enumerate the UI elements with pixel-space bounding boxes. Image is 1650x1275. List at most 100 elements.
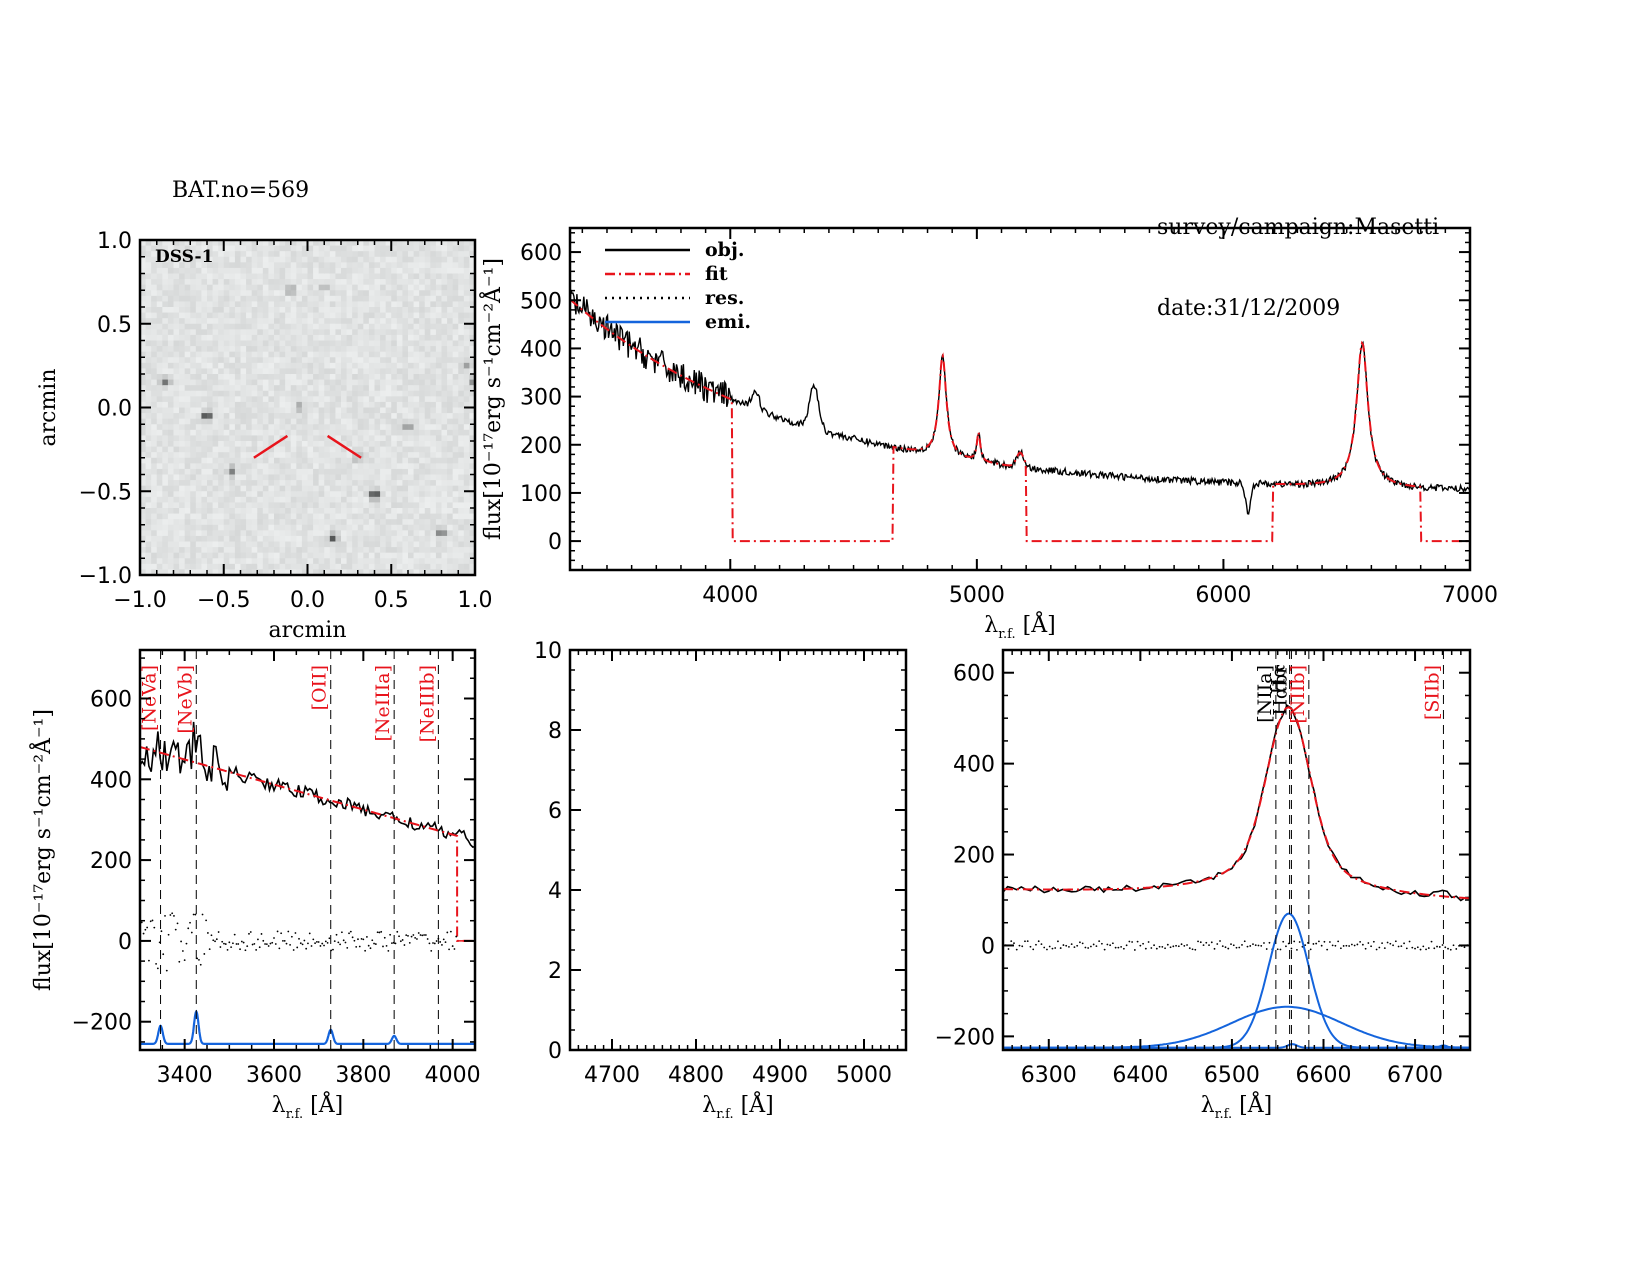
image-pixel bbox=[151, 240, 158, 247]
residual-point bbox=[371, 939, 374, 942]
image-pixel bbox=[229, 290, 236, 297]
image-pixel bbox=[313, 318, 320, 325]
image-pixel bbox=[145, 563, 152, 571]
image-pixel bbox=[279, 284, 286, 291]
image-pixel bbox=[279, 530, 286, 537]
residual-point bbox=[346, 947, 349, 949]
image-pixel bbox=[313, 301, 320, 308]
image-pixel bbox=[307, 312, 314, 319]
image-pixel bbox=[218, 312, 225, 319]
image-pixel bbox=[419, 435, 426, 442]
image-pixel bbox=[435, 563, 443, 571]
image-pixel bbox=[458, 374, 465, 381]
image-pixel bbox=[184, 251, 191, 258]
image-pixel bbox=[290, 379, 297, 386]
image-pixel bbox=[201, 552, 208, 559]
image-pixel bbox=[318, 396, 325, 403]
image-pixel bbox=[140, 318, 147, 325]
image-pixel bbox=[424, 407, 431, 414]
image-pixel bbox=[285, 446, 292, 453]
residual-point bbox=[228, 941, 231, 944]
residual-point bbox=[1224, 946, 1227, 949]
y-tick-label: 600 bbox=[90, 687, 132, 712]
image-pixel bbox=[167, 318, 175, 325]
image-pixel bbox=[257, 463, 264, 470]
image-pixel bbox=[173, 245, 180, 252]
image-pixel bbox=[413, 323, 420, 330]
image-pixel bbox=[179, 435, 186, 442]
image-pixel bbox=[151, 295, 158, 303]
image-pixel bbox=[301, 508, 309, 515]
image-pixel bbox=[402, 424, 409, 431]
residual-point bbox=[248, 932, 250, 935]
image-pixel bbox=[207, 279, 214, 286]
image-pixel bbox=[201, 273, 208, 280]
image-pixel bbox=[296, 563, 303, 571]
image-pixel bbox=[435, 418, 443, 425]
image-pixel bbox=[179, 429, 186, 437]
image-pixel bbox=[408, 390, 415, 397]
image-pixel bbox=[218, 334, 225, 342]
image-pixel bbox=[469, 535, 476, 543]
residual-point bbox=[205, 919, 208, 922]
image-pixel bbox=[207, 446, 214, 453]
image-pixel bbox=[301, 413, 309, 420]
image-pixel bbox=[313, 245, 320, 252]
image-pixel bbox=[413, 357, 420, 364]
image-pixel bbox=[452, 262, 459, 269]
image-pixel bbox=[318, 418, 325, 425]
residual-point bbox=[239, 948, 241, 951]
residual-point bbox=[1177, 945, 1180, 948]
residual-point bbox=[1414, 947, 1416, 950]
image-pixel bbox=[402, 446, 409, 453]
image-pixel bbox=[452, 474, 459, 481]
image-pixel bbox=[374, 452, 381, 459]
image-pixel bbox=[385, 307, 392, 314]
residual-point bbox=[1405, 947, 1408, 950]
image-pixel bbox=[313, 535, 320, 543]
image-pixel bbox=[173, 485, 180, 492]
image-pixel bbox=[385, 552, 392, 559]
image-pixel bbox=[396, 362, 404, 370]
image-pixel bbox=[430, 413, 437, 420]
image-pixel bbox=[285, 379, 292, 386]
image-pixel bbox=[380, 307, 387, 314]
image-pixel bbox=[452, 379, 459, 386]
image-pixel bbox=[441, 530, 448, 537]
image-pixel bbox=[391, 290, 398, 297]
image-pixel bbox=[296, 312, 303, 319]
residual-point bbox=[1326, 948, 1329, 951]
image-pixel bbox=[179, 457, 186, 464]
residual-point bbox=[233, 933, 236, 936]
image-pixel bbox=[257, 357, 264, 364]
image-pixel bbox=[279, 552, 286, 559]
image-pixel bbox=[268, 457, 275, 464]
image-pixel bbox=[458, 240, 465, 247]
image-pixel bbox=[229, 474, 236, 481]
image-pixel bbox=[151, 334, 158, 342]
image-pixel bbox=[469, 245, 476, 252]
residual-point bbox=[380, 930, 383, 933]
image-pixel bbox=[246, 502, 253, 509]
image-pixel bbox=[368, 251, 376, 258]
image-pixel bbox=[318, 457, 325, 464]
image-pixel bbox=[156, 273, 163, 280]
image-pixel bbox=[335, 385, 342, 392]
image-pixel bbox=[290, 446, 297, 453]
image-pixel bbox=[195, 240, 203, 247]
image-pixel bbox=[279, 474, 286, 481]
image-pixel bbox=[408, 284, 415, 291]
image-pixel bbox=[307, 513, 314, 520]
image-pixel bbox=[173, 407, 180, 414]
residual-point bbox=[373, 942, 375, 945]
image-pixel bbox=[430, 519, 437, 526]
image-pixel bbox=[402, 368, 409, 375]
image-pixel bbox=[207, 441, 214, 448]
emission-line bbox=[140, 1009, 475, 1045]
image-pixel bbox=[246, 535, 253, 543]
image-pixel bbox=[419, 396, 426, 403]
image-pixel bbox=[313, 552, 320, 559]
image-pixel bbox=[307, 301, 314, 308]
image-pixel bbox=[195, 290, 203, 297]
residual-point bbox=[391, 942, 393, 945]
